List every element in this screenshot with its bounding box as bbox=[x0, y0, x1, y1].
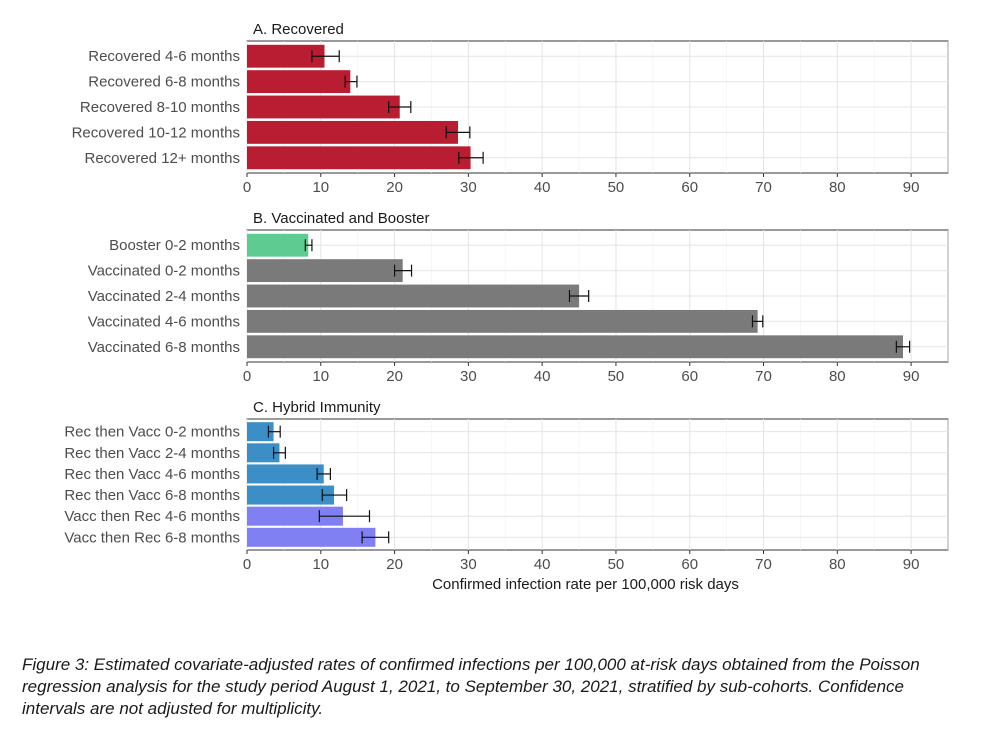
category-label: Recovered 10-12 months bbox=[72, 124, 240, 141]
x-tick-label: 30 bbox=[460, 179, 477, 196]
bar bbox=[247, 485, 335, 505]
panel-1: Recovered 4-6 months Recovered 6-8 months… bbox=[72, 21, 949, 196]
x-tick-label: 90 bbox=[903, 368, 920, 385]
bar bbox=[247, 146, 471, 170]
bar bbox=[247, 422, 274, 442]
category-label: Vacc then Rec 6-8 months bbox=[64, 529, 240, 546]
x-tick-label: 90 bbox=[903, 556, 920, 573]
x-tick-label: 0 bbox=[243, 368, 251, 385]
x-tick-label: 10 bbox=[312, 368, 329, 385]
x-tick-label: 60 bbox=[681, 556, 698, 573]
category-label: Rec then Vacc 4-6 months bbox=[64, 466, 240, 483]
x-tick-label: 40 bbox=[534, 179, 551, 196]
x-tick-label: 10 bbox=[312, 556, 329, 573]
x-axis-title: Confirmed infection rate per 100,000 ris… bbox=[432, 576, 739, 593]
bar bbox=[247, 95, 400, 119]
category-label: Vaccinated 6-8 months bbox=[88, 339, 240, 356]
category-label: Recovered 6-8 months bbox=[88, 74, 240, 91]
x-tick-label: 80 bbox=[829, 368, 846, 385]
x-tick-label: 40 bbox=[534, 368, 551, 385]
bar bbox=[247, 70, 351, 94]
bar bbox=[247, 120, 459, 144]
x-tick-label: 20 bbox=[386, 556, 403, 573]
category-label: Recovered 8-10 months bbox=[80, 99, 240, 116]
x-tick-label: 10 bbox=[312, 179, 329, 196]
category-label: Recovered 12+ months bbox=[84, 150, 240, 167]
x-tick-label: 80 bbox=[829, 179, 846, 196]
bar bbox=[247, 259, 403, 283]
category-label: Vaccinated 0-2 months bbox=[88, 263, 240, 280]
category-label: Booster 0-2 months bbox=[109, 237, 240, 254]
x-tick-label: 20 bbox=[386, 368, 403, 385]
panel-2: Booster 0-2 months Vaccinated 0-2 months V… bbox=[88, 210, 949, 385]
bar bbox=[247, 309, 758, 333]
x-tick-label: 70 bbox=[755, 556, 772, 573]
x-tick-label: 50 bbox=[608, 179, 625, 196]
bar bbox=[247, 335, 903, 359]
x-tick-label: 0 bbox=[243, 556, 251, 573]
bar bbox=[247, 44, 325, 68]
x-tick-label: 50 bbox=[608, 556, 625, 573]
x-tick-label: 90 bbox=[903, 179, 920, 196]
bar bbox=[247, 443, 280, 463]
x-tick-label: 20 bbox=[386, 179, 403, 196]
panel-title: A. Recovered bbox=[253, 21, 344, 38]
x-tick-label: 0 bbox=[243, 179, 251, 196]
category-label: Vaccinated 2-4 months bbox=[88, 288, 240, 305]
x-tick-label: 30 bbox=[460, 368, 477, 385]
x-tick-label: 60 bbox=[681, 179, 698, 196]
panel-title: C. Hybrid Immunity bbox=[253, 399, 381, 416]
x-tick-label: 30 bbox=[460, 556, 477, 573]
panel-3: Rec then Vacc 0-2 months Rec then Vacc 2-… bbox=[64, 399, 949, 593]
x-tick-label: 80 bbox=[829, 556, 846, 573]
x-tick-label: 50 bbox=[608, 368, 625, 385]
category-label: Rec then Vacc 2-4 months bbox=[64, 445, 240, 462]
bar bbox=[247, 233, 309, 257]
category-label: Rec then Vacc 0-2 months bbox=[64, 424, 240, 441]
category-label: Vacc then Rec 4-6 months bbox=[64, 508, 240, 525]
figure-3-chart: Recovered 4-6 months Recovered 6-8 months… bbox=[64, 21, 949, 593]
bar bbox=[247, 464, 324, 484]
category-label: Rec then Vacc 6-8 months bbox=[64, 487, 240, 504]
category-label: Vaccinated 4-6 months bbox=[88, 313, 240, 330]
category-label: Recovered 4-6 months bbox=[88, 48, 240, 65]
bar bbox=[247, 284, 580, 308]
figure-caption: Figure 3: Estimated covariate-adjusted r… bbox=[22, 655, 920, 718]
panel-title: B. Vaccinated and Booster bbox=[253, 210, 430, 227]
x-tick-label: 40 bbox=[534, 556, 551, 573]
x-tick-label: 70 bbox=[755, 368, 772, 385]
x-tick-label: 70 bbox=[755, 179, 772, 196]
bar bbox=[247, 527, 376, 547]
x-tick-label: 60 bbox=[681, 368, 698, 385]
